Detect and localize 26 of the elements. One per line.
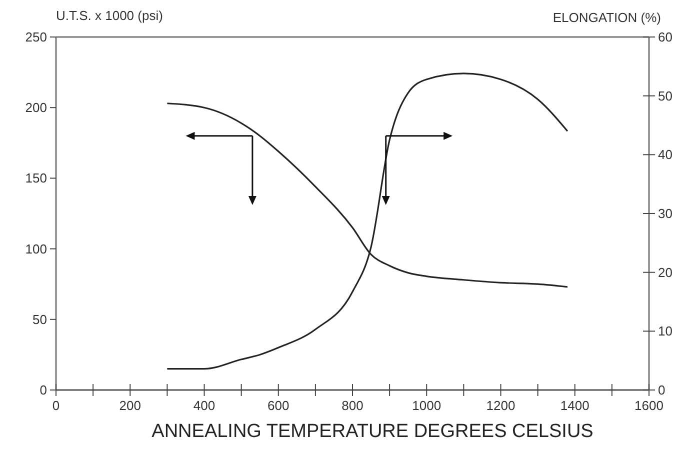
y2-tick-label: 20 — [658, 264, 672, 280]
y-tick-label: 200 — [25, 100, 47, 116]
x-tick-label: 1600 — [634, 398, 664, 413]
x-axis-title: ANNEALING TEMPERATURE DEGREES CELSIUS — [152, 421, 594, 442]
y2-tick-label: 30 — [658, 206, 672, 221]
x-tick-label: 1000 — [412, 398, 442, 413]
y-axis-title: U.T.S. x 1000 (psi) — [56, 8, 163, 23]
y-tick-label: 150 — [25, 170, 47, 186]
x-tick-label: 400 — [193, 398, 216, 413]
y2-tick-label: 60 — [658, 30, 672, 44]
y-tick-label: 0 — [40, 382, 47, 398]
x-tick-label: 1400 — [560, 398, 590, 413]
y2-tick-label: 40 — [658, 147, 672, 162]
x-tick-label: 800 — [342, 398, 364, 413]
x-tick-label: 0 — [52, 398, 60, 413]
x-tick-label: 200 — [119, 398, 141, 413]
y2-tick-label: 10 — [658, 324, 672, 339]
x-tick-label: 600 — [268, 398, 290, 413]
y-tick-label: 50 — [32, 312, 47, 327]
y2-tick-label: 0 — [658, 382, 666, 398]
y-tick-label: 100 — [25, 241, 47, 256]
line-series — [166, 72, 568, 370]
y2-axis-title: ELONGATION (%) — [552, 10, 661, 25]
y2-tick-label: 50 — [658, 88, 672, 104]
y-tick-label: 250 — [25, 30, 47, 44]
x-tick-label: 1200 — [486, 398, 516, 413]
